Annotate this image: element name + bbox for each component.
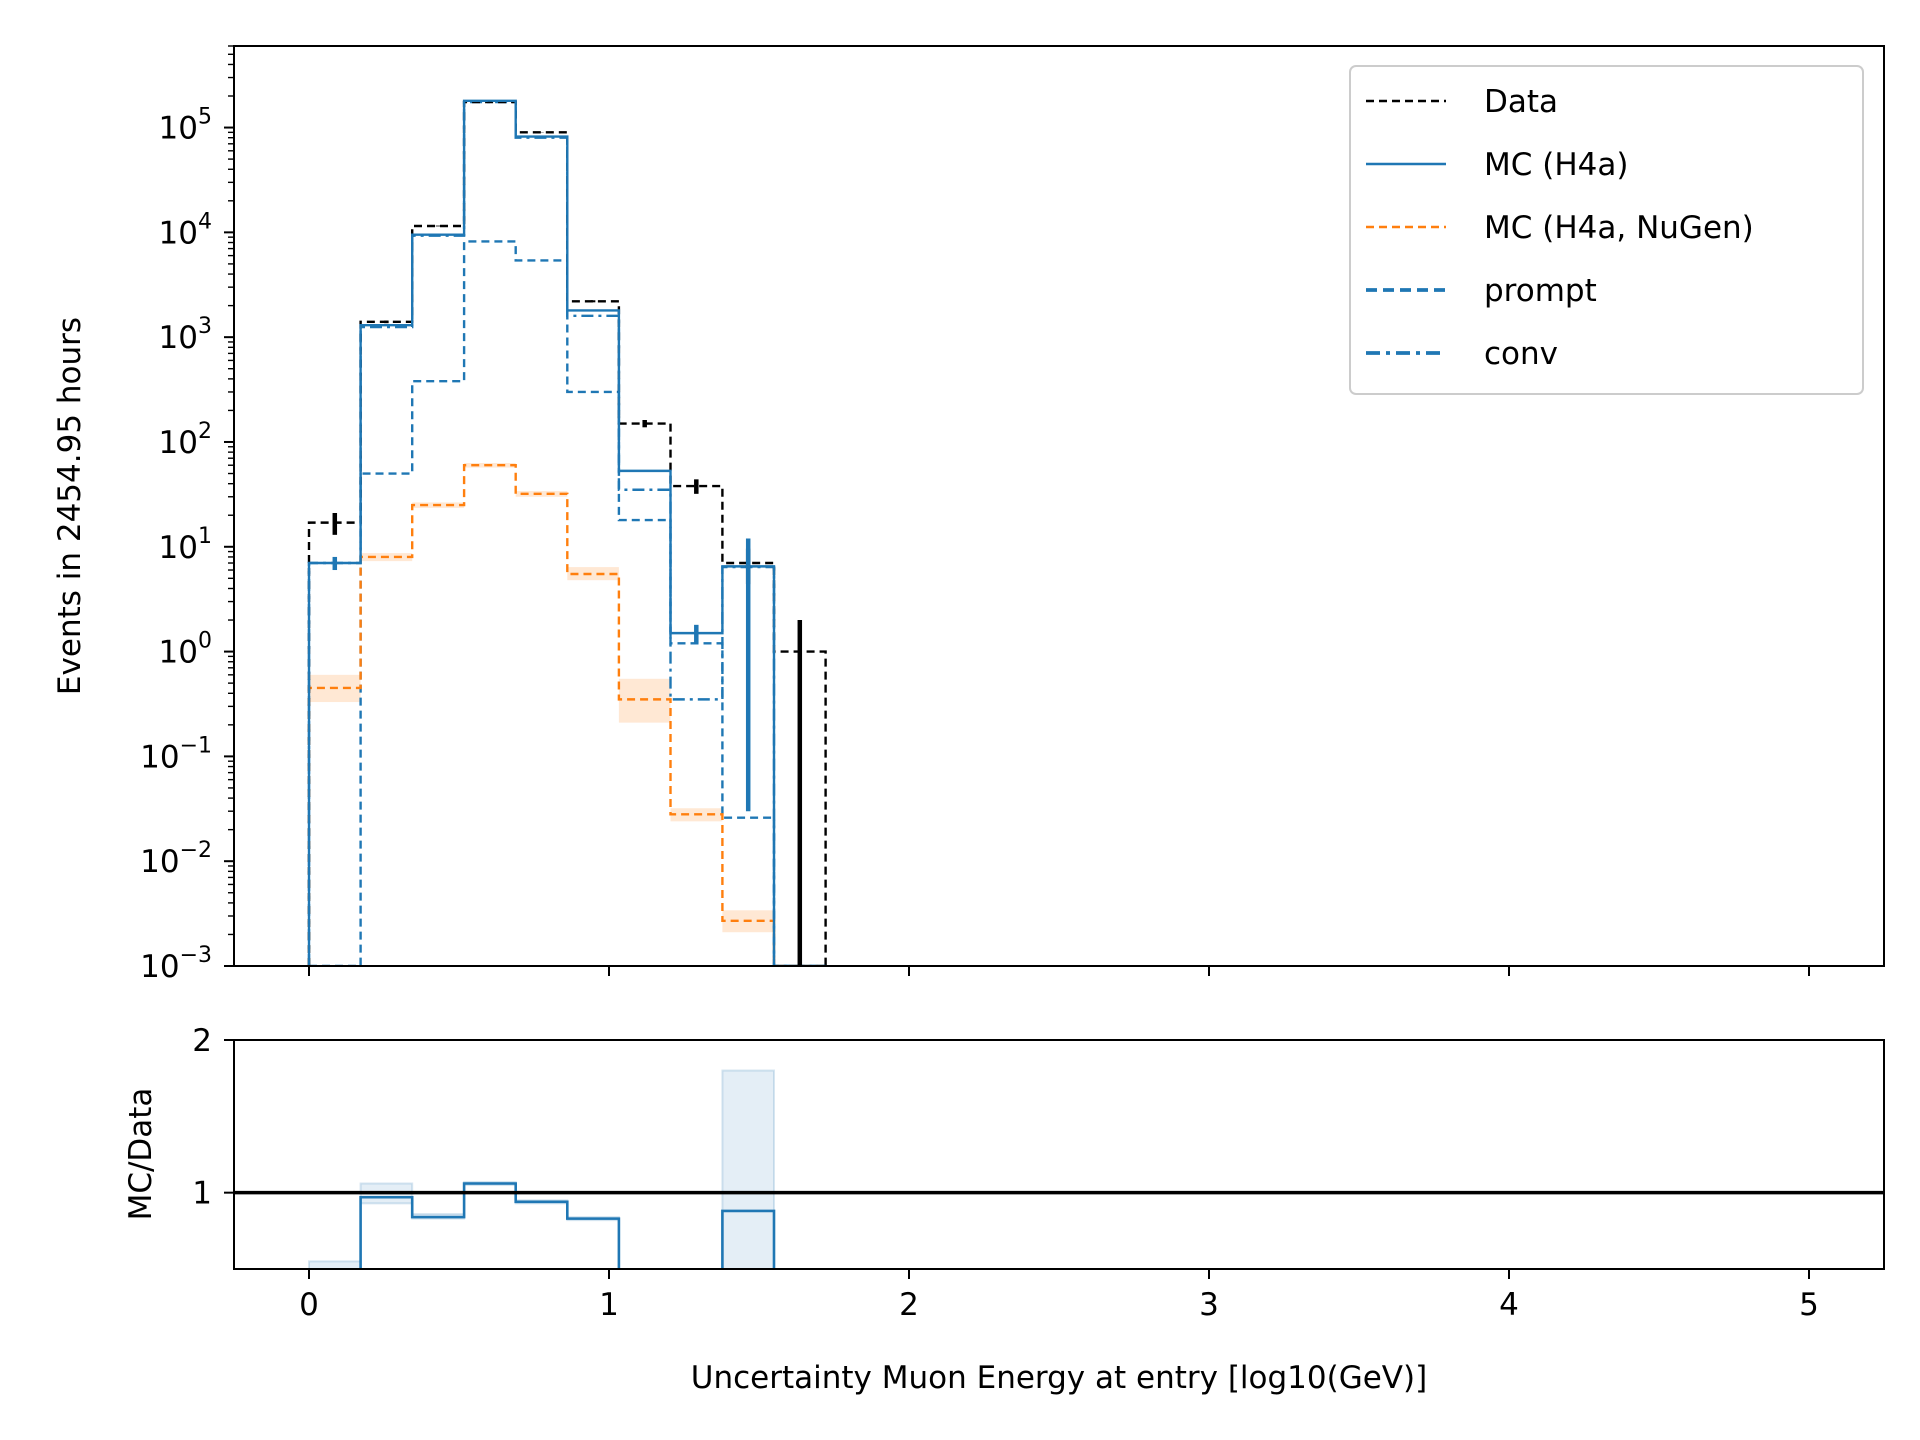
ratio-y-tick-label: 1 — [192, 1176, 212, 1212]
y-tick-label: 10−1 — [140, 733, 212, 775]
y-tick-label: 10−2 — [140, 838, 212, 880]
x-tick-label: 2 — [899, 1287, 919, 1323]
y-tick-label: 102 — [159, 419, 212, 461]
ratio-y-tick-label: 2 — [192, 1023, 212, 1059]
main-y-axis: 105 104 103 102 101 100 10−1 10−2 10−3 — [140, 45, 234, 985]
series-mc-h4a — [307, 99, 826, 966]
ratio-step-line — [359, 1182, 621, 1269]
y-tick-label: 101 — [159, 524, 212, 566]
y-tick-label: 104 — [159, 209, 212, 251]
ratio-band-bin — [308, 1260, 362, 1269]
ratio-y-axis-label: MC/Data — [123, 1088, 159, 1221]
main-plot-frame — [233, 45, 1885, 967]
legend: Data MC (H4a) MC (H4a, NuGen) prompt conv — [1349, 65, 1864, 395]
legend-frame — [1349, 65, 1864, 395]
y-tick-label: 100 — [159, 629, 212, 671]
y-tick-label: 105 — [159, 105, 212, 147]
nugen-uncertainty-bands — [309, 463, 774, 933]
legend-label: MC (H4a) — [1484, 147, 1628, 183]
y-tick-label: 103 — [159, 314, 212, 356]
error-bars — [332, 101, 803, 966]
series-prompt — [309, 240, 826, 966]
legend-label: conv — [1484, 336, 1558, 372]
x-tick-label: 0 — [299, 1287, 319, 1323]
ratio-step-line — [721, 1209, 776, 1269]
ratio-x-axis: 0 1 2 3 4 5 — [299, 1269, 1819, 1323]
ratio-band-bin — [721, 1069, 776, 1269]
x-tick-label: 4 — [1499, 1287, 1519, 1323]
main-y-axis-label: Events in 2454.95 hours — [52, 317, 88, 695]
series-mc-h4a-nugen — [307, 464, 826, 966]
x-axis-label: Uncertainty Muon Energy at entry [log10(… — [691, 1360, 1427, 1396]
nugen-band-bin — [567, 567, 619, 581]
legend-label: Data — [1484, 84, 1558, 120]
ratio-series — [234, 1182, 1884, 1269]
histogram-series — [307, 99, 827, 966]
main-x-axis — [308, 966, 1810, 976]
y-tick-label: 10−3 — [140, 943, 212, 985]
legend-label: prompt — [1484, 273, 1597, 309]
legend-label: MC (H4a, NuGen) — [1484, 210, 1754, 246]
x-tick-label: 5 — [1799, 1287, 1819, 1323]
x-tick-label: 1 — [599, 1287, 619, 1323]
x-tick-label: 3 — [1199, 1287, 1219, 1323]
ratio-uncertainty-bands — [308, 1069, 776, 1269]
ratio-plot-frame — [233, 1039, 1885, 1270]
nugen-band-bin — [618, 678, 671, 723]
ratio-y-axis: 12 — [192, 1023, 234, 1212]
